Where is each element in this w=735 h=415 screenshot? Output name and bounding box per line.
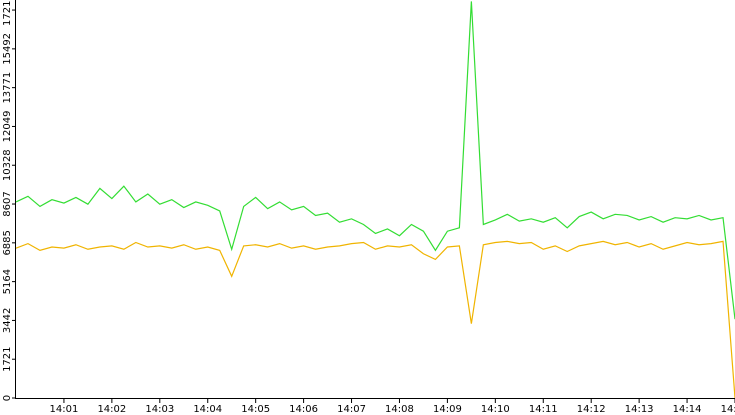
x-tick-label: 14:11 [529,404,558,415]
x-tick-label: 14:01 [50,404,79,415]
y-tick-label: 10328 [2,149,13,181]
y-tick-label: 8607 [2,191,13,216]
y-tick-label: 17214 [2,0,13,26]
y-tick-label: 5164 [2,269,13,294]
y-tick-label: 0 [2,395,13,401]
x-tick-label: 14:06 [289,404,318,415]
series-line [15,240,735,399]
x-tick-label: 14:15 [721,404,735,415]
x-tick-label: 14:03 [145,404,174,415]
x-tick-label: 14:12 [577,404,606,415]
x-tick-label: 14:14 [673,404,702,415]
x-tick-label: 14:13 [625,404,654,415]
y-tick-label: 3442 [2,308,13,333]
x-tick-label: 14:04 [193,404,222,415]
x-tick-label: 14:08 [385,404,414,415]
y-tick-label: 15492 [2,33,13,65]
y-tick-label: 6885 [2,230,13,255]
x-tick-label: 14:05 [241,404,270,415]
x-tick-label: 14:02 [97,404,126,415]
y-tick-label: 13771 [2,72,13,104]
y-tick-label: 12049 [2,111,13,143]
x-tick-label: 14:09 [433,404,462,415]
series-line [15,1,735,320]
y-tick-label: 1721 [2,346,13,371]
x-tick-label: 14:07 [337,404,366,415]
x-tick-label: 14:10 [481,404,510,415]
